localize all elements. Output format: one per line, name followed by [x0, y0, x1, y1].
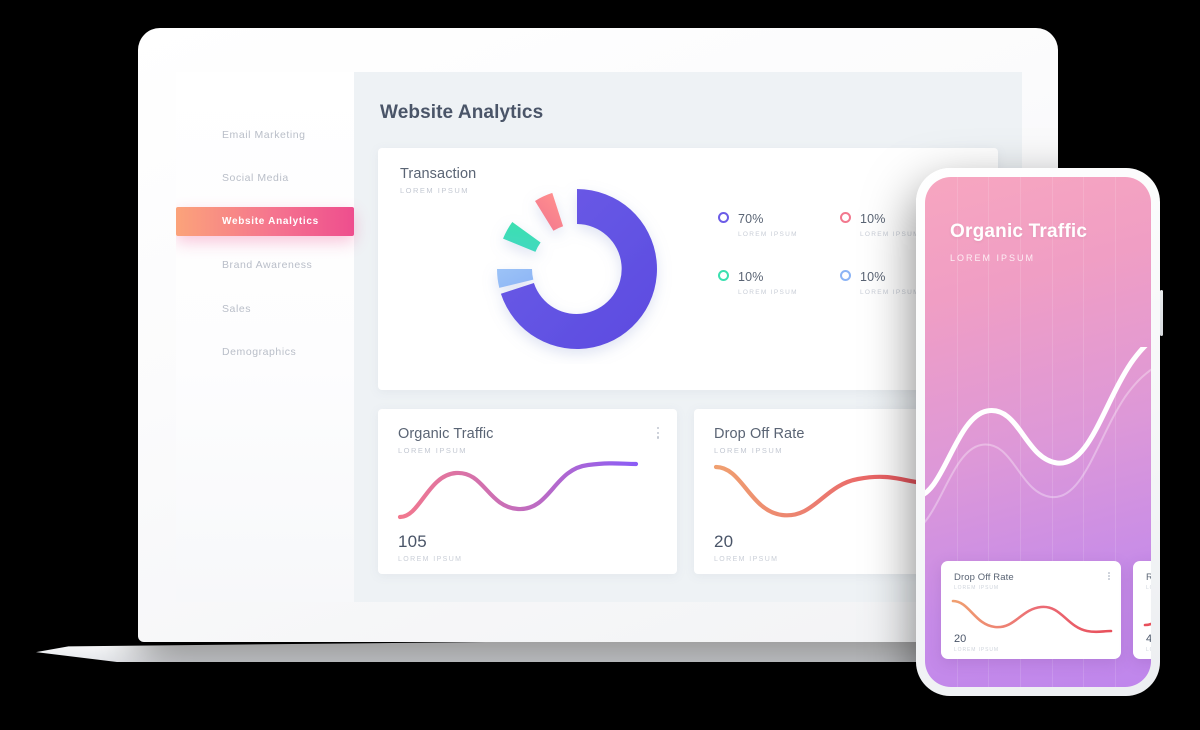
metric-card-row: Organic Traffic LOREM IPSUM 105 LOREM IP…: [378, 409, 998, 574]
drop-off-rate-sparkline: [713, 464, 927, 518]
phone-card-title: R: [1146, 572, 1151, 583]
sidebar-item-sales[interactable]: Sales: [176, 294, 354, 323]
transaction-card-title: Transaction: [400, 166, 477, 182]
phone-card-subtitle: LO: [1146, 585, 1151, 591]
phone-side-button[interactable]: [1159, 290, 1163, 336]
sidebar-item-label: Demographics: [222, 346, 297, 358]
phone-sparkline: [1143, 622, 1151, 627]
legend-item[interactable]: 10% LOREM IPSUM: [718, 268, 840, 296]
metric-card-title: Organic Traffic: [398, 426, 494, 442]
sidebar-item-brand-awareness[interactable]: Brand Awareness: [176, 251, 354, 280]
kebab-menu-icon[interactable]: [1108, 572, 1110, 580]
metric-card-subtitle: LOREM IPSUM: [714, 446, 784, 455]
legend-ring-icon: [840, 212, 851, 223]
transaction-card-subtitle: LOREM IPSUM: [400, 186, 470, 195]
metric-value: 105: [398, 532, 427, 551]
phone-card-value-subtitle: LO: [1146, 647, 1151, 653]
sidebar-item-label: Brand Awareness: [222, 259, 313, 271]
phone-secondary-card: R LO 4 LO: [1133, 561, 1151, 659]
legend-value: 10%: [738, 270, 764, 284]
phone-drop-off-rate-card: Drop Off Rate LOREM IPSUM 20 LOREM IPSUM: [941, 561, 1121, 659]
legend-ring-icon: [718, 270, 729, 281]
sidebar-item-social-media[interactable]: Social Media: [176, 164, 354, 193]
sidebar-item-demographics[interactable]: Demographics: [176, 338, 354, 367]
sidebar: Email Marketing Social Media Website Ana…: [176, 72, 354, 602]
sidebar-item-label: Email Marketing: [222, 128, 306, 141]
metric-card-title: Drop Off Rate: [714, 426, 805, 442]
legend-value: 10%: [860, 212, 886, 226]
phone-card-value-subtitle: LOREM IPSUM: [954, 647, 999, 653]
sidebar-item-website-analytics[interactable]: Website Analytics: [176, 207, 354, 236]
legend-value: 10%: [860, 270, 886, 284]
legend-value: 70%: [738, 212, 764, 226]
page-title: Website Analytics: [380, 102, 544, 123]
metric-value-subtitle: LOREM IPSUM: [714, 556, 779, 563]
legend-label: LOREM IPSUM: [860, 231, 920, 238]
phone-card-row: Drop Off Rate LOREM IPSUM 20 LOREM IPSUM: [941, 561, 1151, 659]
legend-ring-icon: [840, 270, 851, 281]
main-content: Website Analytics Transaction LOREM IPSU…: [354, 72, 1022, 602]
organic-traffic-card: Organic Traffic LOREM IPSUM 105 LOREM IP…: [378, 409, 677, 574]
phone-title: Organic Traffic: [950, 221, 1088, 242]
phone-wave-chart: [925, 347, 1151, 523]
legend-item[interactable]: 70% LOREM IPSUM: [718, 210, 840, 238]
legend-label: LOREM IPSUM: [738, 231, 798, 238]
donut-legend: 70% LOREM IPSUM 10% LOREM IPSUM: [718, 210, 962, 296]
phone-subtitle: LOREM IPSUM: [950, 253, 1036, 263]
phone-card-value: 4: [1146, 633, 1151, 645]
phone-card-subtitle: LOREM IPSUM: [954, 585, 999, 591]
sidebar-item-label: Website Analytics: [222, 216, 319, 227]
phone-screen: Organic Traffic LOREM IPSUM Drop Off Rat…: [925, 177, 1151, 687]
metric-value: 20: [714, 532, 734, 551]
organic-traffic-sparkline: [397, 461, 639, 520]
sidebar-item-label: Social Media: [222, 172, 289, 184]
laptop-screen: Email Marketing Social Media Website Ana…: [176, 72, 1022, 602]
phone-sparkline: [951, 599, 1113, 634]
transaction-card: Transaction LOREM IPSUM: [378, 148, 998, 390]
legend-label: LOREM IPSUM: [738, 289, 798, 296]
kebab-menu-icon[interactable]: [656, 427, 659, 439]
sidebar-item-label: Sales: [222, 302, 252, 315]
metric-value-subtitle: LOREM IPSUM: [398, 556, 463, 563]
legend-item[interactable]: 10% LOREM IPSUM: [840, 268, 962, 296]
phone-card-value: 20: [954, 633, 967, 645]
legend-item[interactable]: 10% LOREM IPSUM: [840, 210, 962, 238]
sidebar-item-email-marketing[interactable]: Email Marketing: [176, 120, 354, 149]
metric-card-subtitle: LOREM IPSUM: [398, 446, 468, 455]
donut-chart: [482, 174, 672, 369]
phone-device: Organic Traffic LOREM IPSUM Drop Off Rat…: [916, 168, 1163, 696]
phone-card-title: Drop Off Rate: [954, 572, 1014, 583]
legend-label: LOREM IPSUM: [860, 289, 920, 296]
legend-ring-icon: [718, 212, 729, 223]
